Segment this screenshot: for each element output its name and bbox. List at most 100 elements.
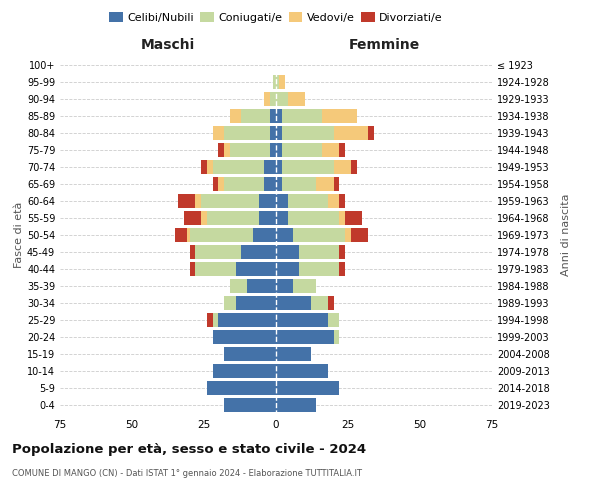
Bar bbox=[322, 144, 340, 157]
Bar bbox=[265, 92, 270, 106]
Bar bbox=[345, 228, 351, 242]
Bar bbox=[345, 211, 362, 225]
Bar bbox=[196, 262, 236, 276]
Bar bbox=[201, 211, 207, 225]
Bar bbox=[293, 228, 345, 242]
Bar bbox=[241, 110, 270, 123]
Bar bbox=[276, 279, 293, 292]
Bar bbox=[340, 144, 345, 157]
Bar bbox=[276, 262, 299, 276]
Bar bbox=[224, 144, 230, 157]
Bar bbox=[207, 381, 276, 394]
Bar bbox=[207, 160, 212, 174]
Bar bbox=[212, 364, 276, 378]
Bar bbox=[334, 330, 340, 344]
Bar bbox=[328, 296, 334, 310]
Bar bbox=[351, 160, 356, 174]
Bar bbox=[276, 211, 287, 225]
Text: COMUNE DI MANGO (CN) - Dati ISTAT 1° gennaio 2024 - Elaborazione TUTTITALIA.IT: COMUNE DI MANGO (CN) - Dati ISTAT 1° gen… bbox=[12, 468, 362, 477]
Bar bbox=[293, 279, 316, 292]
Bar bbox=[276, 381, 340, 394]
Bar bbox=[334, 160, 351, 174]
Bar bbox=[276, 228, 293, 242]
Bar bbox=[224, 296, 236, 310]
Bar bbox=[276, 245, 299, 259]
Bar bbox=[212, 178, 218, 191]
Bar bbox=[340, 211, 345, 225]
Bar bbox=[253, 228, 276, 242]
Bar bbox=[224, 398, 276, 411]
Bar bbox=[265, 178, 276, 191]
Bar bbox=[282, 144, 322, 157]
Bar bbox=[334, 178, 340, 191]
Bar bbox=[236, 296, 276, 310]
Bar bbox=[224, 178, 265, 191]
Bar bbox=[276, 76, 279, 89]
Bar bbox=[212, 330, 276, 344]
Text: Popolazione per età, sesso e stato civile - 2024: Popolazione per età, sesso e stato civil… bbox=[12, 442, 366, 456]
Bar bbox=[368, 126, 374, 140]
Bar bbox=[190, 245, 196, 259]
Bar bbox=[224, 347, 276, 360]
Bar bbox=[334, 126, 368, 140]
Bar bbox=[230, 279, 247, 292]
Bar bbox=[322, 110, 356, 123]
Bar bbox=[311, 296, 328, 310]
Bar bbox=[184, 211, 201, 225]
Bar bbox=[328, 194, 340, 208]
Bar bbox=[276, 178, 282, 191]
Bar bbox=[207, 211, 259, 225]
Y-axis label: Anni di nascita: Anni di nascita bbox=[561, 194, 571, 276]
Bar bbox=[247, 279, 276, 292]
Bar bbox=[340, 194, 345, 208]
Y-axis label: Fasce di età: Fasce di età bbox=[14, 202, 24, 268]
Bar bbox=[270, 144, 276, 157]
Bar bbox=[273, 76, 276, 89]
Bar bbox=[282, 110, 322, 123]
Bar bbox=[224, 126, 270, 140]
Bar bbox=[276, 194, 287, 208]
Bar bbox=[351, 228, 368, 242]
Bar bbox=[236, 262, 276, 276]
Bar bbox=[190, 262, 196, 276]
Bar bbox=[340, 245, 345, 259]
Bar bbox=[276, 160, 282, 174]
Bar bbox=[218, 178, 224, 191]
Bar bbox=[276, 364, 328, 378]
Bar bbox=[276, 347, 311, 360]
Bar bbox=[287, 92, 305, 106]
Bar bbox=[276, 126, 282, 140]
Legend: Celibi/Nubili, Coniugati/e, Vedovi/e, Divorziati/e: Celibi/Nubili, Coniugati/e, Vedovi/e, Di… bbox=[105, 8, 447, 28]
Bar bbox=[265, 160, 276, 174]
Bar bbox=[282, 178, 316, 191]
Bar bbox=[259, 211, 276, 225]
Bar bbox=[282, 160, 334, 174]
Bar bbox=[316, 178, 334, 191]
Bar bbox=[276, 398, 316, 411]
Bar bbox=[340, 262, 345, 276]
Bar bbox=[287, 211, 340, 225]
Bar bbox=[230, 110, 241, 123]
Bar bbox=[276, 110, 282, 123]
Bar bbox=[187, 228, 190, 242]
Bar bbox=[279, 76, 284, 89]
Bar bbox=[201, 160, 207, 174]
Text: Maschi: Maschi bbox=[141, 38, 195, 52]
Bar bbox=[196, 245, 241, 259]
Bar bbox=[212, 126, 224, 140]
Bar bbox=[178, 194, 196, 208]
Bar bbox=[218, 313, 276, 326]
Bar bbox=[212, 160, 265, 174]
Bar bbox=[276, 144, 282, 157]
Bar bbox=[190, 228, 253, 242]
Bar bbox=[276, 92, 287, 106]
Bar bbox=[207, 313, 212, 326]
Bar bbox=[287, 194, 328, 208]
Bar bbox=[299, 245, 340, 259]
Bar bbox=[270, 92, 276, 106]
Bar bbox=[328, 313, 340, 326]
Bar bbox=[276, 313, 328, 326]
Bar bbox=[282, 126, 334, 140]
Bar bbox=[270, 110, 276, 123]
Bar bbox=[230, 144, 270, 157]
